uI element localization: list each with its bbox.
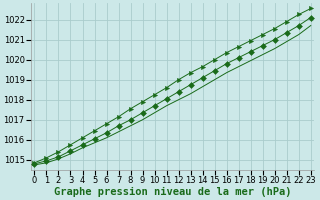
X-axis label: Graphe pression niveau de la mer (hPa): Graphe pression niveau de la mer (hPa): [54, 186, 291, 197]
